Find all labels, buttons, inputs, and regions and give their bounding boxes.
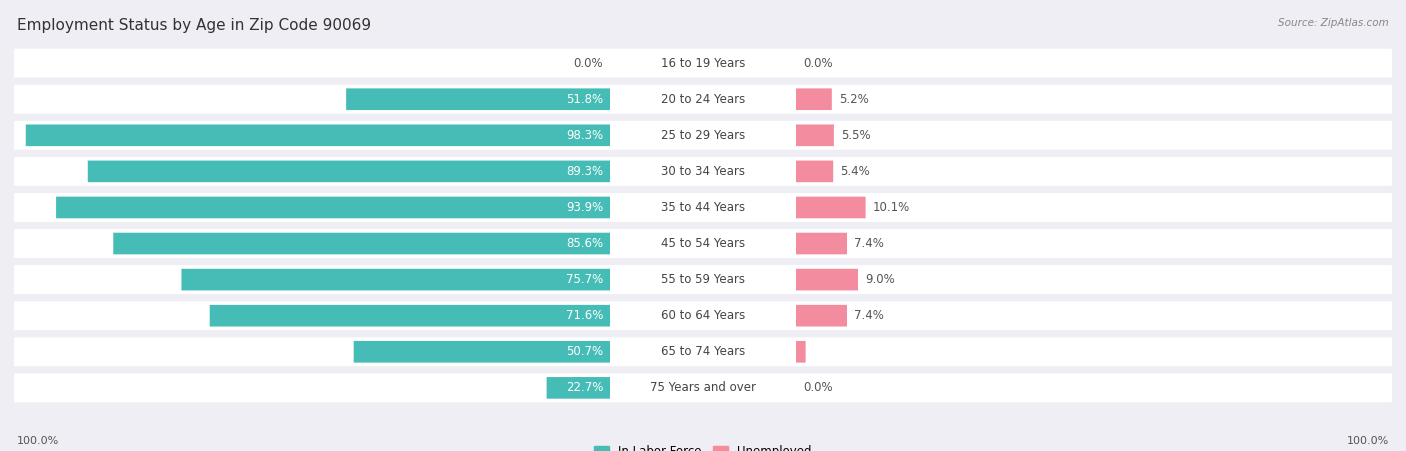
Text: 55 to 59 Years: 55 to 59 Years xyxy=(661,273,745,286)
Text: 14.9%: 14.9% xyxy=(813,345,849,358)
FancyBboxPatch shape xyxy=(14,49,1392,78)
FancyBboxPatch shape xyxy=(796,197,866,218)
FancyBboxPatch shape xyxy=(610,269,796,290)
Text: 93.9%: 93.9% xyxy=(565,201,603,214)
FancyBboxPatch shape xyxy=(56,197,610,218)
FancyBboxPatch shape xyxy=(610,197,796,218)
Text: 7.4%: 7.4% xyxy=(853,309,884,322)
Text: 0.0%: 0.0% xyxy=(803,382,832,394)
Text: 51.8%: 51.8% xyxy=(567,93,603,106)
Text: Source: ZipAtlas.com: Source: ZipAtlas.com xyxy=(1278,18,1389,28)
Text: 71.6%: 71.6% xyxy=(565,309,603,322)
FancyBboxPatch shape xyxy=(610,124,796,146)
FancyBboxPatch shape xyxy=(610,305,796,327)
Text: 10.1%: 10.1% xyxy=(873,201,910,214)
Text: 100.0%: 100.0% xyxy=(1347,437,1389,446)
FancyBboxPatch shape xyxy=(354,341,610,363)
FancyBboxPatch shape xyxy=(610,52,796,74)
FancyBboxPatch shape xyxy=(610,341,796,363)
FancyBboxPatch shape xyxy=(346,88,610,110)
Text: 98.3%: 98.3% xyxy=(567,129,603,142)
FancyBboxPatch shape xyxy=(209,305,610,327)
Text: 22.7%: 22.7% xyxy=(565,382,603,394)
Text: 100.0%: 100.0% xyxy=(17,437,59,446)
FancyBboxPatch shape xyxy=(14,373,1392,402)
Text: 35 to 44 Years: 35 to 44 Years xyxy=(661,201,745,214)
FancyBboxPatch shape xyxy=(796,305,846,327)
FancyBboxPatch shape xyxy=(87,161,610,182)
FancyBboxPatch shape xyxy=(610,377,796,399)
FancyBboxPatch shape xyxy=(181,269,610,290)
Text: 16 to 19 Years: 16 to 19 Years xyxy=(661,57,745,69)
Text: 5.2%: 5.2% xyxy=(839,93,869,106)
Text: 7.4%: 7.4% xyxy=(853,237,884,250)
Text: 25 to 29 Years: 25 to 29 Years xyxy=(661,129,745,142)
FancyBboxPatch shape xyxy=(796,233,846,254)
Text: 89.3%: 89.3% xyxy=(567,165,603,178)
FancyBboxPatch shape xyxy=(14,301,1392,330)
Text: 45 to 54 Years: 45 to 54 Years xyxy=(661,237,745,250)
Text: 30 to 34 Years: 30 to 34 Years xyxy=(661,165,745,178)
Legend: In Labor Force, Unemployed: In Labor Force, Unemployed xyxy=(595,445,811,451)
FancyBboxPatch shape xyxy=(796,88,832,110)
FancyBboxPatch shape xyxy=(14,85,1392,114)
FancyBboxPatch shape xyxy=(796,269,858,290)
Text: 75 Years and over: 75 Years and over xyxy=(650,382,756,394)
Text: 60 to 64 Years: 60 to 64 Years xyxy=(661,309,745,322)
Text: 75.7%: 75.7% xyxy=(565,273,603,286)
FancyBboxPatch shape xyxy=(25,124,610,146)
FancyBboxPatch shape xyxy=(14,229,1392,258)
FancyBboxPatch shape xyxy=(796,341,806,363)
Text: 20 to 24 Years: 20 to 24 Years xyxy=(661,93,745,106)
Text: 0.0%: 0.0% xyxy=(574,57,603,69)
FancyBboxPatch shape xyxy=(114,233,610,254)
Text: 9.0%: 9.0% xyxy=(865,273,894,286)
FancyBboxPatch shape xyxy=(14,157,1392,186)
Text: 85.6%: 85.6% xyxy=(567,237,603,250)
FancyBboxPatch shape xyxy=(610,233,796,254)
FancyBboxPatch shape xyxy=(14,193,1392,222)
FancyBboxPatch shape xyxy=(14,121,1392,150)
FancyBboxPatch shape xyxy=(547,377,610,399)
FancyBboxPatch shape xyxy=(14,265,1392,294)
FancyBboxPatch shape xyxy=(14,337,1392,366)
Text: 50.7%: 50.7% xyxy=(567,345,603,358)
Text: 5.4%: 5.4% xyxy=(841,165,870,178)
Text: 0.0%: 0.0% xyxy=(803,57,832,69)
FancyBboxPatch shape xyxy=(796,124,834,146)
Text: 65 to 74 Years: 65 to 74 Years xyxy=(661,345,745,358)
FancyBboxPatch shape xyxy=(610,161,796,182)
FancyBboxPatch shape xyxy=(610,88,796,110)
FancyBboxPatch shape xyxy=(796,161,834,182)
Text: 5.5%: 5.5% xyxy=(841,129,870,142)
Text: Employment Status by Age in Zip Code 90069: Employment Status by Age in Zip Code 900… xyxy=(17,18,371,33)
